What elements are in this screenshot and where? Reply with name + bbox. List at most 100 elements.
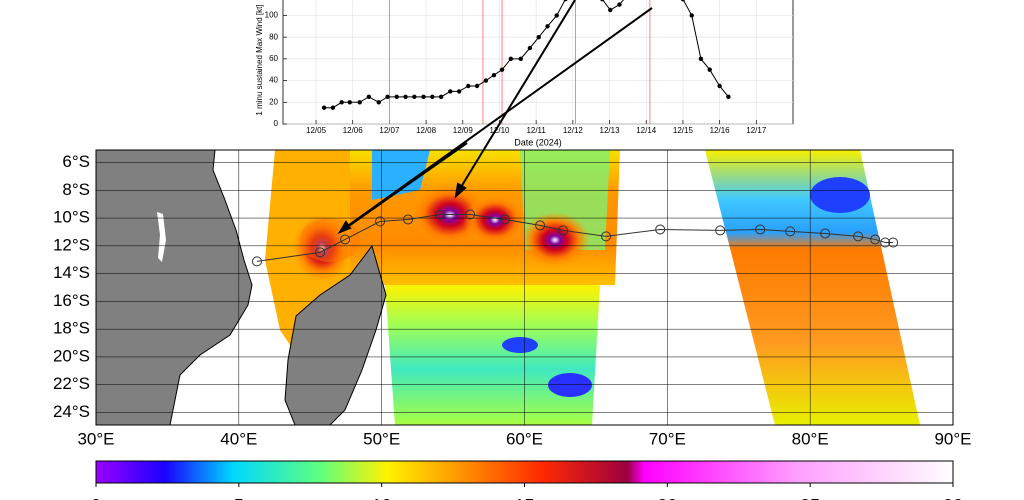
data-point (527, 45, 533, 51)
arrow-head (454, 182, 467, 199)
colorbar-tick-label: 15 (514, 496, 534, 500)
data-point (499, 67, 505, 72)
data-point (366, 94, 372, 100)
line-chart: 0 20 40 60 80 100 12/05 12/06 12/07 12/08 12/09 12/… (265, 0, 793, 135)
lon-label: 40°E (220, 429, 257, 448)
data-point (717, 83, 722, 89)
data-point (483, 78, 489, 83)
x-tick-label: 12/16 (710, 126, 731, 135)
data-point (339, 100, 344, 105)
data-point (491, 72, 497, 78)
data-point (554, 13, 559, 18)
track-point (340, 234, 351, 245)
track-point (880, 237, 891, 248)
data-point (474, 83, 480, 89)
colorbar-ticks: 0 5 10 15 20 25 30 (91, 483, 963, 500)
lon-label: 90°E (934, 429, 971, 448)
track-point (755, 224, 766, 235)
y-tick-label: 20 (269, 97, 278, 106)
data-point (680, 0, 685, 2)
lat-label: 10°S (53, 208, 90, 227)
storm (520, 212, 590, 268)
data-point (330, 105, 336, 110)
x-tick-label: 12/09 (453, 126, 474, 135)
x-tick-label: 12/12 (563, 126, 584, 135)
data-point (466, 83, 471, 89)
map-grid (96, 150, 953, 425)
swath (548, 373, 592, 397)
x-tick-label: 12/14 (636, 126, 657, 135)
track-point (715, 225, 726, 236)
track-point (601, 231, 612, 242)
arrows (337, 0, 653, 235)
lon-label: 80°E (792, 429, 829, 448)
lat-label: 12°S (53, 235, 90, 254)
track-point (435, 209, 446, 220)
lake (157, 212, 166, 262)
africa (96, 150, 253, 425)
y-tick-label: 60 (269, 54, 278, 63)
data-point (698, 56, 704, 62)
swath (705, 150, 920, 425)
lat-label: 6°S (62, 152, 90, 171)
track-point (500, 214, 511, 225)
track-point (465, 209, 476, 220)
data-point (421, 94, 426, 100)
data-point (456, 89, 462, 94)
data-point (376, 100, 381, 105)
y-tick-label: 0 (274, 119, 279, 128)
lon-label: 60°E (506, 429, 543, 448)
data-point (357, 100, 362, 105)
storm (463, 194, 527, 246)
data-point (347, 100, 352, 105)
colorbar-tick-label: 30 (943, 496, 963, 500)
lon-label: 70°E (649, 429, 686, 448)
track-point (655, 224, 666, 235)
data-point (412, 94, 417, 100)
series-line (324, 0, 729, 109)
track-point (375, 216, 386, 227)
lat-label: 20°S (53, 346, 90, 365)
data-point (430, 94, 435, 100)
colorbar-tick-label: 0 (91, 496, 101, 500)
arrow (342, 142, 468, 231)
colorbar-tick-label: 5 (234, 496, 244, 500)
swath (385, 285, 600, 425)
data-point (563, 0, 568, 2)
x-tick-label: 12/07 (379, 126, 400, 135)
lat-label: 16°S (53, 291, 90, 310)
y-axis-label: 1 minu sustained Max Wind [kt] (255, 4, 264, 115)
data-point (394, 94, 399, 100)
data-point (726, 94, 731, 100)
x-tick-label: 12/15 (673, 126, 694, 135)
track-point (315, 247, 326, 258)
data-point (536, 34, 541, 40)
track-point (853, 231, 864, 242)
data-point (518, 56, 523, 62)
x-tick-label: 12/06 (343, 126, 364, 135)
data-point (508, 56, 514, 62)
data-point (448, 89, 453, 94)
colorbar-tick-label: 10 (372, 496, 392, 500)
lat-label: 14°S (53, 263, 90, 282)
y-tick-label: 40 (269, 76, 278, 85)
lon-label: 50°E (363, 429, 400, 448)
data-point (689, 13, 694, 18)
arrow-head (337, 220, 352, 235)
lat-label: 24°S (53, 402, 90, 421)
arrow (344, 7, 653, 229)
track-point (888, 237, 899, 248)
data-point (385, 94, 390, 100)
x-tick-label: 12/17 (746, 126, 767, 135)
x-tick-label: 12/08 (416, 126, 437, 135)
track-point (870, 234, 881, 245)
track-point (820, 228, 831, 239)
data-point (403, 94, 408, 100)
swath (810, 177, 870, 213)
data-point (438, 94, 444, 100)
data-point (545, 24, 550, 29)
lon-label: 30°E (77, 429, 114, 448)
data-point (321, 105, 327, 110)
